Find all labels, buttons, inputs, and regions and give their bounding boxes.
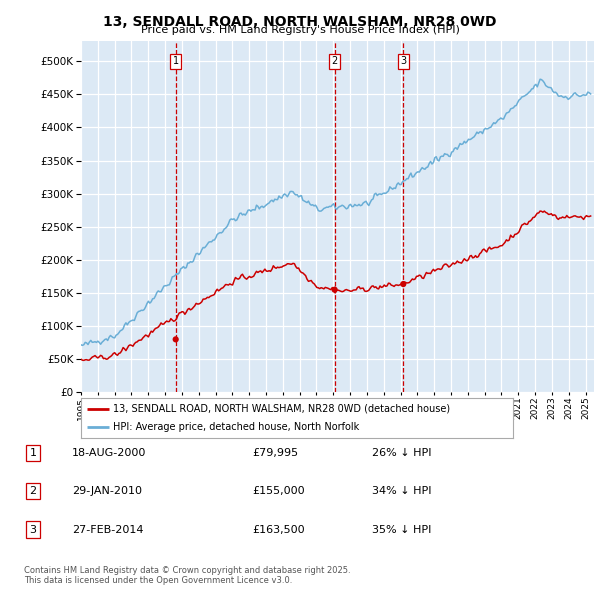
Text: £79,995: £79,995 <box>252 448 298 458</box>
Text: 3: 3 <box>400 56 406 66</box>
Text: 2: 2 <box>29 486 37 496</box>
Text: Contains HM Land Registry data © Crown copyright and database right 2025.
This d: Contains HM Land Registry data © Crown c… <box>24 566 350 585</box>
Text: £163,500: £163,500 <box>252 525 305 535</box>
Point <box>398 279 408 289</box>
Text: 18-AUG-2000: 18-AUG-2000 <box>72 448 146 458</box>
Point <box>330 285 340 294</box>
Text: £155,000: £155,000 <box>252 486 305 496</box>
Text: 26% ↓ HPI: 26% ↓ HPI <box>372 448 431 458</box>
Text: 1: 1 <box>29 448 37 458</box>
Point <box>171 335 181 344</box>
Text: 29-JAN-2010: 29-JAN-2010 <box>72 486 142 496</box>
Text: HPI: Average price, detached house, North Norfolk: HPI: Average price, detached house, Nort… <box>113 421 359 431</box>
Text: 35% ↓ HPI: 35% ↓ HPI <box>372 525 431 535</box>
Text: 13, SENDALL ROAD, NORTH WALSHAM, NR28 0WD: 13, SENDALL ROAD, NORTH WALSHAM, NR28 0W… <box>103 15 497 29</box>
Text: 27-FEB-2014: 27-FEB-2014 <box>72 525 143 535</box>
Text: 2: 2 <box>332 56 338 66</box>
Text: 13, SENDALL ROAD, NORTH WALSHAM, NR28 0WD (detached house): 13, SENDALL ROAD, NORTH WALSHAM, NR28 0W… <box>113 404 451 414</box>
Text: 3: 3 <box>29 525 37 535</box>
Text: 1: 1 <box>173 56 179 66</box>
Text: Price paid vs. HM Land Registry's House Price Index (HPI): Price paid vs. HM Land Registry's House … <box>140 25 460 35</box>
Text: 34% ↓ HPI: 34% ↓ HPI <box>372 486 431 496</box>
